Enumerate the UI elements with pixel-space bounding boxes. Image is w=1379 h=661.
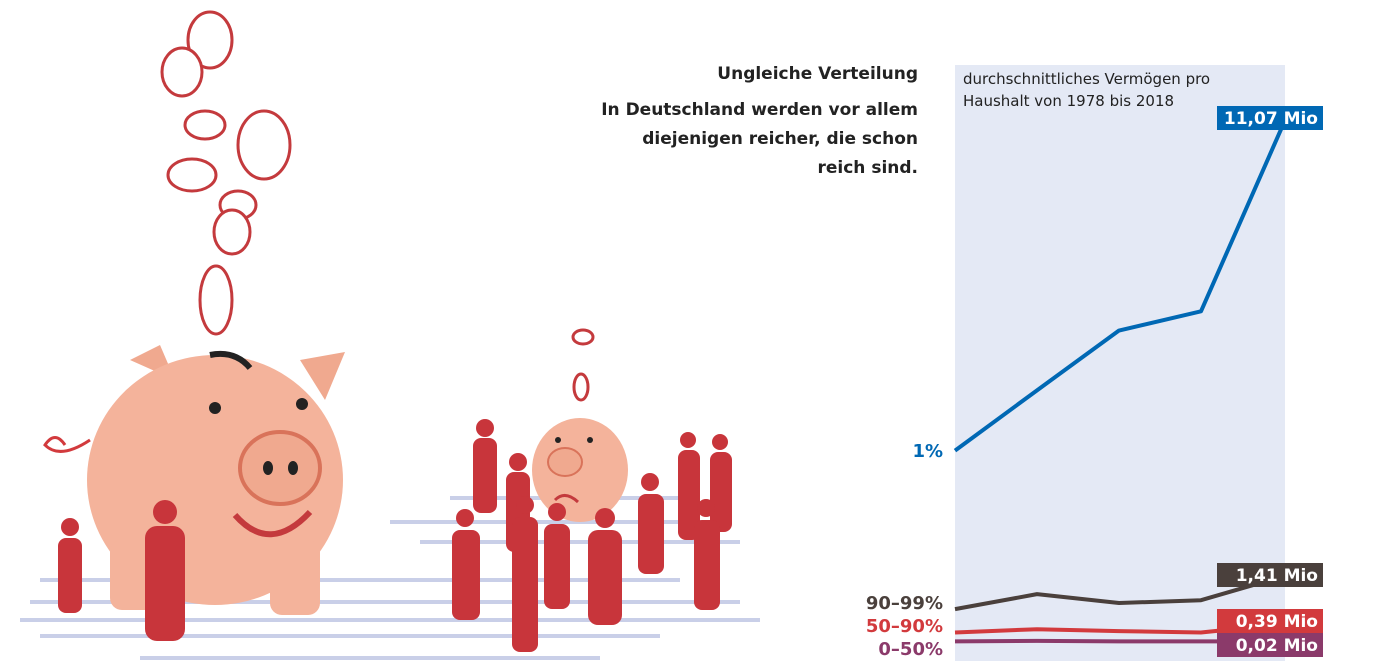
people	[58, 419, 732, 652]
value-label: 0,39 Mio	[1236, 612, 1318, 632]
series-label: 1%	[912, 441, 943, 462]
value-label-box	[1217, 633, 1323, 657]
value-label: 0,02 Mio	[1236, 636, 1318, 656]
coins	[160, 10, 595, 402]
big-pig	[43, 345, 345, 615]
subtitle: In Deutschland werden vor allem diejenig…	[601, 100, 918, 178]
line	[953, 124, 1285, 453]
line	[954, 574, 1284, 612]
series-label: 0–50%	[878, 639, 943, 660]
chart-note: durchschnittliches Vermögen pro Haushalt…	[963, 70, 1211, 110]
series-label: 50–90%	[866, 616, 943, 637]
value-label-box	[1217, 609, 1323, 633]
series-label: 90–99%	[866, 593, 943, 614]
small-pig	[532, 418, 628, 522]
value-label: 11,07 Mio	[1224, 109, 1318, 129]
value-label-box	[1217, 106, 1323, 130]
value-label: 1,41 Mio	[1236, 566, 1318, 586]
title: Ungleiche Verteilung	[717, 64, 918, 84]
illustration	[20, 10, 760, 660]
value-label-box	[1217, 563, 1323, 587]
plot-background	[955, 65, 1285, 661]
